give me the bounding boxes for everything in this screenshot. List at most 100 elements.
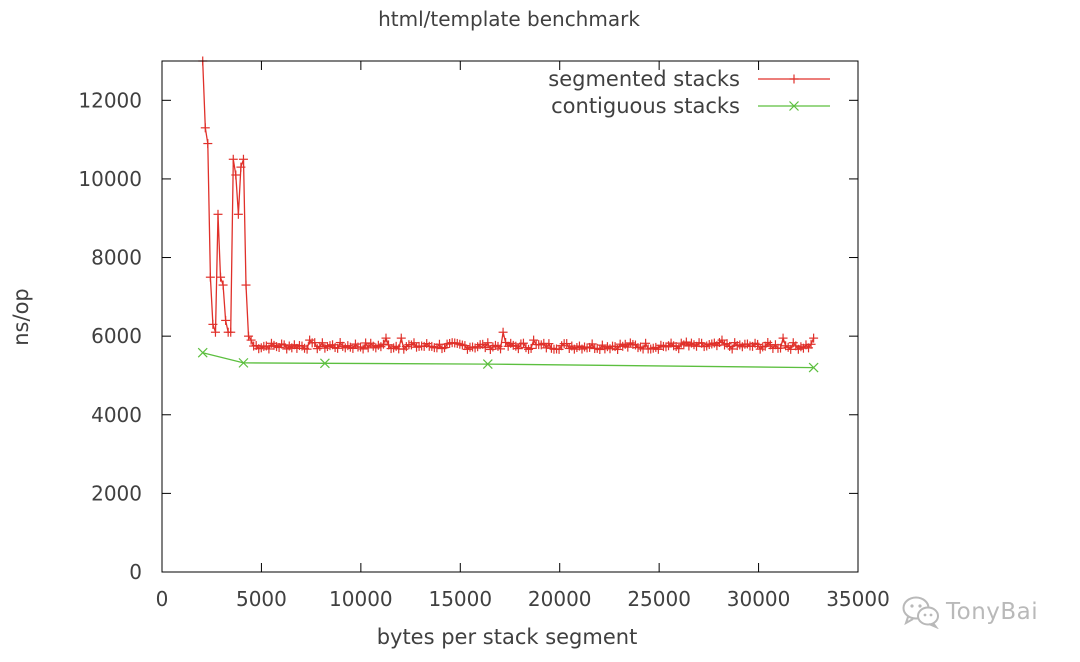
data-point xyxy=(302,344,312,354)
data-point xyxy=(526,343,536,353)
data-point xyxy=(651,342,661,352)
data-point xyxy=(455,339,465,349)
data-point xyxy=(796,342,806,352)
data-point xyxy=(720,340,730,350)
x-tick-label: 10000 xyxy=(329,587,393,611)
data-point xyxy=(776,343,786,353)
y-tick-label: 2000 xyxy=(91,481,142,505)
y-axis-label: ns/op xyxy=(9,288,33,346)
data-point xyxy=(363,343,373,353)
data-point xyxy=(513,344,523,354)
data-point xyxy=(241,280,251,290)
y-tick-label: 6000 xyxy=(91,324,142,348)
data-point xyxy=(482,359,493,369)
data-point xyxy=(674,344,684,354)
data-point xyxy=(200,123,210,133)
y-tick-label: 4000 xyxy=(91,403,142,427)
data-point xyxy=(727,344,737,354)
data-point xyxy=(317,338,327,348)
x-axis-ticks: 0 5000 10000 15000 20000 25000 30000 35000 xyxy=(156,61,890,611)
data-point xyxy=(226,327,236,337)
data-point xyxy=(378,339,388,349)
x-axis-label: bytes per stack segment xyxy=(377,625,638,649)
data-point xyxy=(244,331,254,341)
data-point xyxy=(562,339,572,349)
legend-sample-segmented-stacks xyxy=(758,74,830,84)
data-point xyxy=(587,339,597,349)
plot-series xyxy=(197,56,819,373)
wechat-icon xyxy=(902,596,939,629)
data-point xyxy=(406,340,416,350)
data-point xyxy=(333,343,343,353)
data-point xyxy=(452,338,462,348)
data-point xyxy=(208,319,218,329)
x-tick-label: 30000 xyxy=(727,587,791,611)
data-point xyxy=(205,272,215,282)
data-point xyxy=(613,344,623,354)
data-point xyxy=(231,170,241,180)
data-point xyxy=(236,162,246,172)
data-point xyxy=(786,344,796,354)
legend-label-contiguous-stacks: contiguous stacks xyxy=(551,94,740,118)
series-segmented-stacks xyxy=(198,56,819,355)
data-point xyxy=(717,335,727,345)
data-point xyxy=(221,315,231,325)
watermark-text: TonyBai xyxy=(946,599,1039,625)
data-point xyxy=(246,335,256,345)
data-point xyxy=(396,333,406,343)
data-point xyxy=(233,209,243,219)
legend: segmented stacks contiguous stacks xyxy=(548,67,830,118)
y-tick-label: 8000 xyxy=(91,246,142,270)
x-tick-label: 20000 xyxy=(528,587,592,611)
data-point xyxy=(496,344,506,354)
y-tick-label: 12000 xyxy=(78,88,142,112)
data-point xyxy=(210,327,220,337)
data-point xyxy=(358,344,368,354)
data-point xyxy=(753,339,763,349)
x-tick-label: 15000 xyxy=(428,587,492,611)
data-point xyxy=(203,139,213,149)
series-line-contiguous-stacks xyxy=(202,352,814,369)
x-tick-label: 5000 xyxy=(236,587,287,611)
watermark: TonyBai xyxy=(902,594,1038,630)
data-point xyxy=(322,342,332,352)
x-tick-label: 25000 xyxy=(627,587,691,611)
data-point xyxy=(197,347,208,358)
data-point xyxy=(544,339,554,349)
data-point xyxy=(473,342,483,352)
data-point xyxy=(480,343,490,353)
data-point xyxy=(457,340,467,350)
y-axis-ticks: 0 2000 4000 6000 8000 10000 12000 xyxy=(78,88,858,584)
data-point xyxy=(238,357,249,368)
y-tick-label: 10000 xyxy=(78,167,142,191)
chart-title: html/template benchmark xyxy=(378,7,640,31)
data-point xyxy=(264,344,274,354)
data-point xyxy=(498,327,508,337)
data-point xyxy=(218,280,228,290)
legend-sample-contiguous-stacks xyxy=(758,101,830,111)
data-point xyxy=(641,338,651,348)
data-point xyxy=(381,333,391,343)
data-point xyxy=(778,333,788,343)
x-tick-label: 0 xyxy=(156,587,169,611)
data-point xyxy=(735,340,745,350)
series-contiguous-stacks xyxy=(197,347,819,373)
x-tick-label: 35000 xyxy=(826,587,890,611)
data-point xyxy=(319,358,330,369)
data-point xyxy=(806,339,816,349)
data-point xyxy=(529,335,539,345)
data-point xyxy=(310,338,320,348)
data-point xyxy=(228,154,238,164)
data-point xyxy=(808,362,819,373)
data-point xyxy=(462,344,472,354)
data-point xyxy=(216,272,226,282)
y-tick-label: 0 xyxy=(129,560,142,584)
data-point xyxy=(213,209,223,219)
data-point xyxy=(809,333,819,343)
legend-label-segmented-stacks: segmented stacks xyxy=(548,67,740,91)
plot-frame xyxy=(161,60,859,573)
data-point xyxy=(483,338,493,348)
data-point xyxy=(238,154,248,164)
data-point xyxy=(256,343,266,353)
